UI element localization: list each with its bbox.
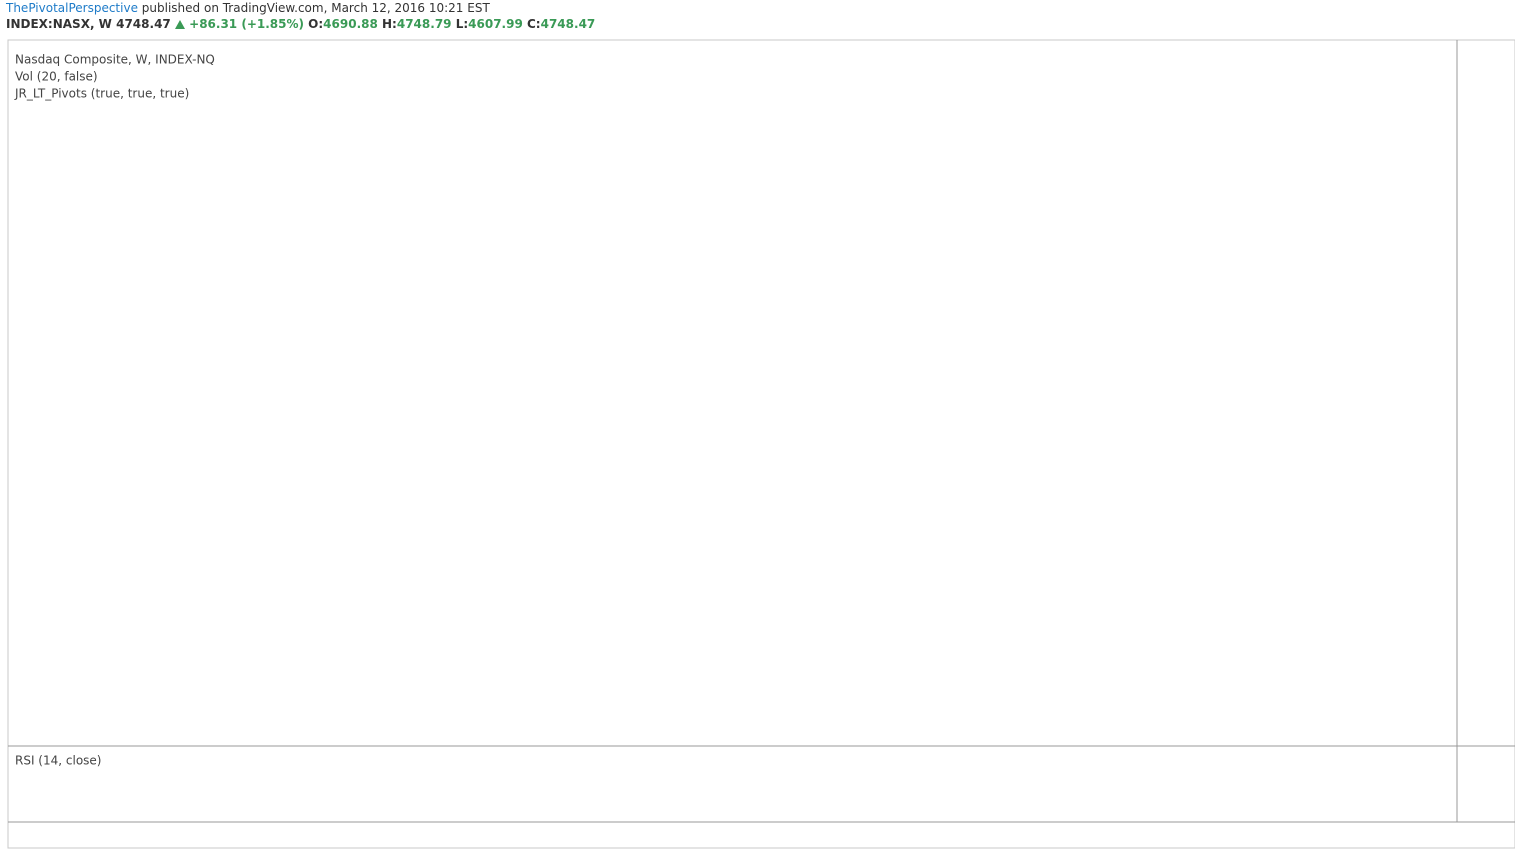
symbol: INDEX:NASX, W	[6, 17, 112, 31]
h-label: H:	[382, 17, 397, 31]
published: published on TradingView.com, March 12, …	[141, 1, 490, 15]
h-value: 4748.79	[396, 17, 452, 31]
o-value: 4690.88	[323, 17, 378, 31]
header: ThePivotalPerspective published on Tradi…	[6, 0, 595, 32]
rsi-title: RSI (14, close)	[15, 754, 101, 768]
last: 4748.47	[116, 17, 171, 31]
indicator-label: JR_LT_Pivots (true, true, true)	[14, 87, 189, 101]
l-value: 4607.99	[468, 17, 523, 31]
quote-line: INDEX:NASX, W 4748.47 +86.31 (+1.85%) O:…	[6, 16, 595, 32]
change: +86.31 (+1.85%)	[189, 17, 304, 31]
up-arrow	[174, 20, 185, 29]
indicator-label: Vol (20, false)	[15, 70, 98, 84]
c-label: C:	[527, 17, 541, 31]
o-label: O:	[308, 17, 324, 31]
chart-title: Nasdaq Composite, W, INDEX-NQ	[15, 53, 215, 67]
ohlc: O:4690.88 H:4748.79 L:4607.99 C:4748.47	[308, 17, 595, 31]
frame	[7, 39, 1515, 849]
publish-line: ThePivotalPerspective published on Tradi…	[6, 0, 595, 16]
c-value: 4748.47	[540, 17, 596, 31]
l-label: L:	[455, 17, 469, 31]
author[interactable]: ThePivotalPerspective	[6, 1, 138, 15]
